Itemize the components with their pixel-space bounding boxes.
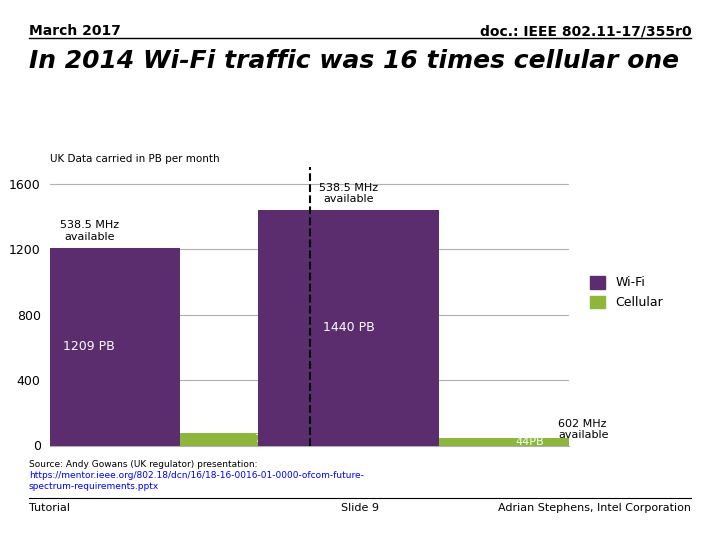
Text: 1440 PB: 1440 PB — [323, 321, 374, 334]
Text: 538.5 MHz
available: 538.5 MHz available — [319, 183, 378, 204]
Text: Adrian Stephens, Intel Corporation: Adrian Stephens, Intel Corporation — [498, 503, 691, 514]
Text: March 2017: March 2017 — [29, 24, 121, 38]
Bar — [180, 434, 361, 445]
Text: 602 MHz
available: 602 MHz available — [559, 418, 609, 440]
Bar — [258, 210, 439, 446]
Text: spectrum-requirements.pptx: spectrum-requirements.pptx — [29, 482, 159, 491]
Text: doc.: IEEE 802.11-17/355r0: doc.: IEEE 802.11-17/355r0 — [480, 24, 691, 38]
Text: 44PB: 44PB — [516, 437, 544, 447]
Bar — [439, 438, 621, 445]
Text: In 2014 Wi-Fi traffic was 16 times cellular one: In 2014 Wi-Fi traffic was 16 times cellu… — [29, 49, 679, 72]
Text: https://mentor.ieee.org/802.18/dcn/16/18-16-0016-01-0000-ofcom-future-: https://mentor.ieee.org/802.18/dcn/16/18… — [29, 471, 364, 481]
Bar — [0, 248, 180, 446]
Text: Slide 9: Slide 9 — [341, 503, 379, 514]
Text: 602 MHz
available: 602 MHz available — [300, 414, 350, 435]
Legend: Wi-Fi, Cellular: Wi-Fi, Cellular — [585, 271, 668, 314]
Text: Source: Andy Gowans (UK regulator) presentation:: Source: Andy Gowans (UK regulator) prese… — [29, 460, 260, 469]
Text: Tutorial: Tutorial — [29, 503, 70, 514]
Text: 74 PB: 74 PB — [255, 435, 287, 444]
Text: UK Data carried in PB per month: UK Data carried in PB per month — [50, 154, 220, 164]
Text: 538.5 MHz
available: 538.5 MHz available — [60, 220, 119, 242]
Text: 1209 PB: 1209 PB — [63, 340, 115, 353]
